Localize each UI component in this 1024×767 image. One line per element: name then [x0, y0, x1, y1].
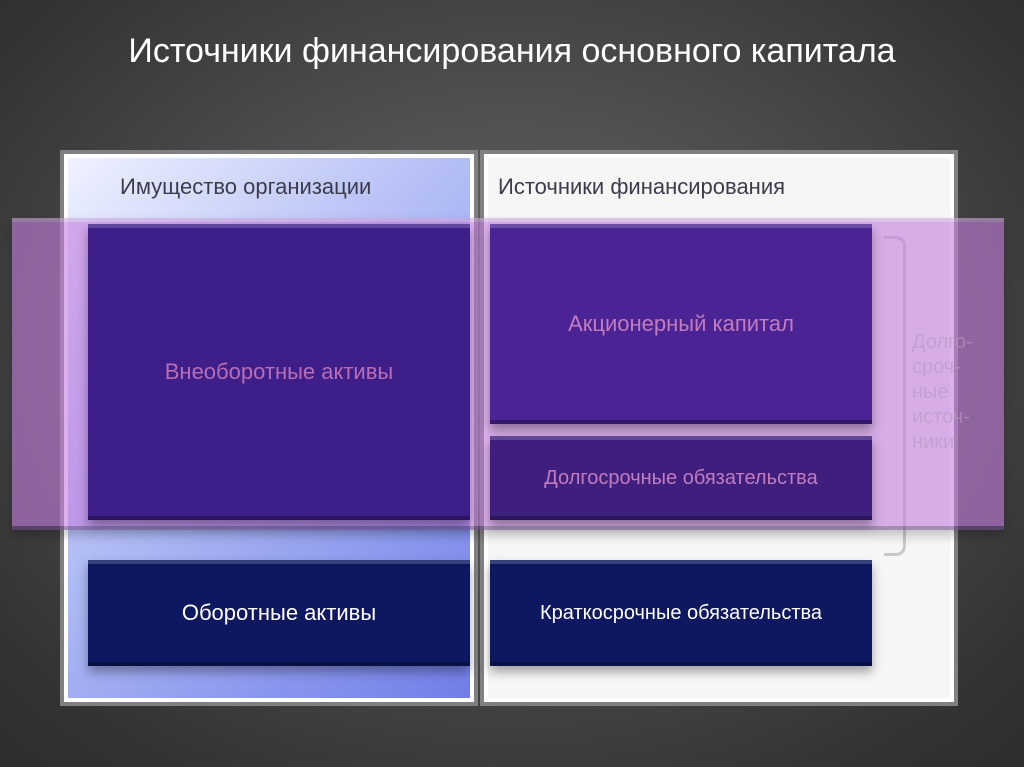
block-equity-label: Акционерный капитал	[568, 311, 794, 337]
column-header-sources: Источники финансирования	[498, 174, 785, 200]
block-noncurrent-assets-label: Внеоборотные активы	[165, 359, 393, 385]
block-equity: Акционерный капитал	[490, 224, 872, 424]
block-current-assets-label: Оборотные активы	[182, 600, 376, 626]
block-noncurrent-assets: Внеоборотные активы	[88, 224, 470, 520]
block-shortterm-liabilities: Краткосрочные обязательства	[490, 560, 872, 666]
column-header-assets: Имущество организации	[120, 174, 371, 200]
block-longterm-liabilities-label: Долгосрочные обязательства	[544, 467, 817, 490]
slide-title: Источники финансирования основного капит…	[0, 30, 1024, 73]
side-label-longterm-sources: Долго-сроч-ныеисточ-ники	[912, 330, 973, 455]
block-longterm-liabilities: Долгосрочные обязательства	[490, 436, 872, 520]
block-current-assets: Оборотные активы	[88, 560, 470, 666]
block-shortterm-liabilities-label: Краткосрочные обязательства	[540, 602, 822, 625]
